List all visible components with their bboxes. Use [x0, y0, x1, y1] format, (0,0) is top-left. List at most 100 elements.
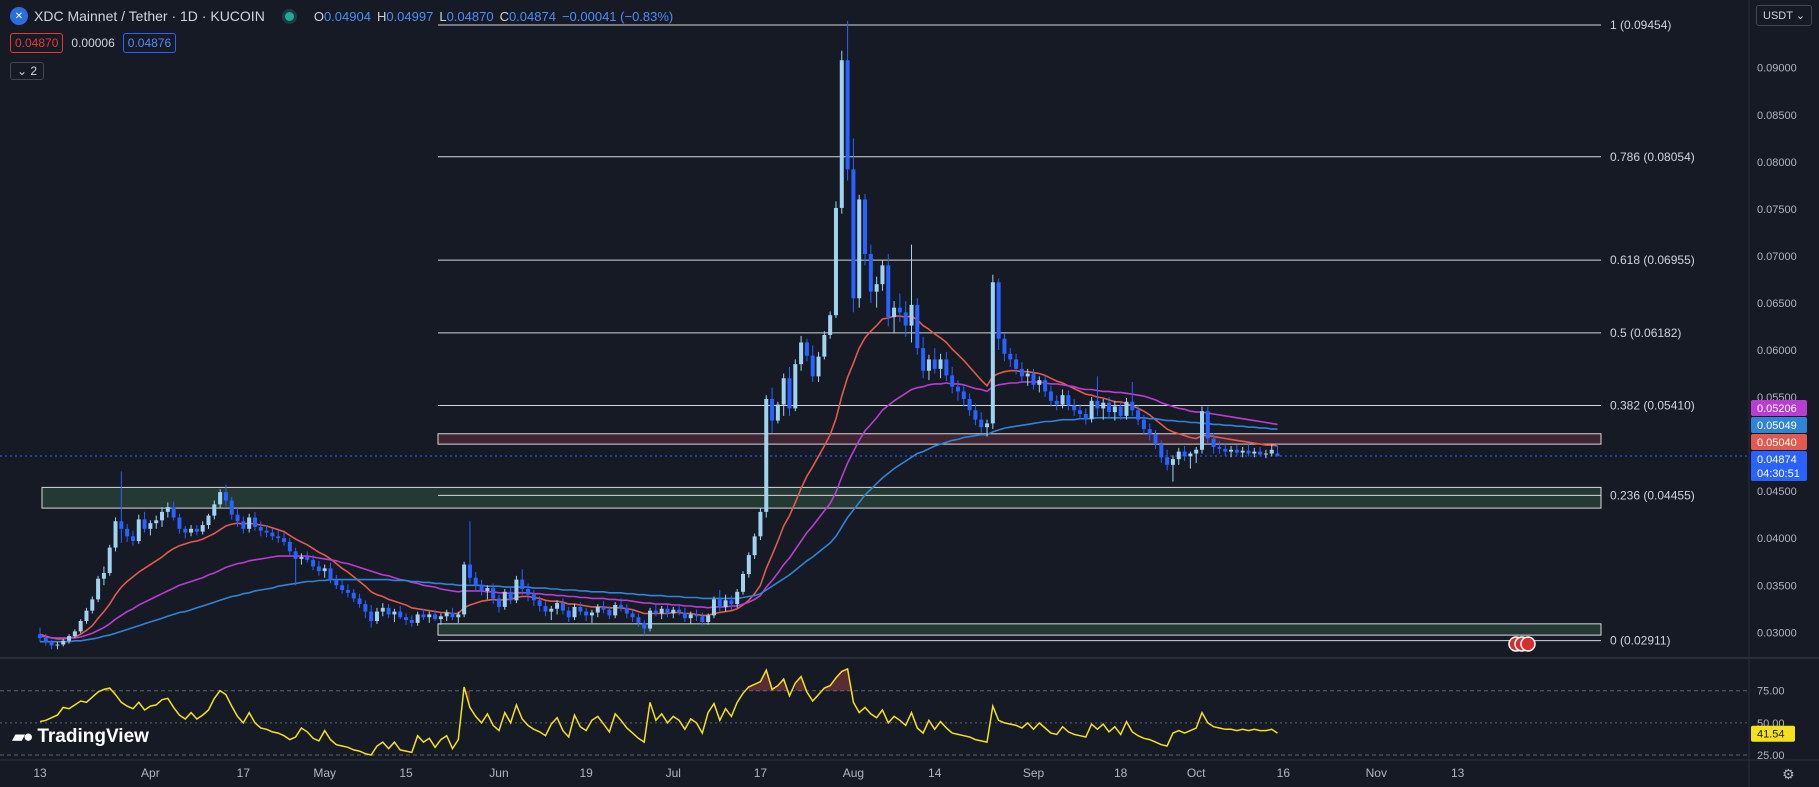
candle	[636, 617, 641, 623]
candle	[340, 585, 345, 590]
time-tick-label: Nov	[1366, 766, 1387, 780]
symbol-title[interactable]: XDC Mainnet / Tether · 1D · KUCOIN	[34, 8, 265, 24]
candle	[218, 492, 223, 505]
candle	[1025, 373, 1030, 377]
low-value: 0.04870	[446, 8, 494, 24]
candle	[148, 523, 153, 529]
candle	[1188, 453, 1193, 457]
candle	[566, 610, 571, 618]
candle	[886, 265, 891, 318]
price-tick-label: 0.07000	[1757, 251, 1797, 263]
candle	[741, 573, 746, 592]
candle	[1223, 448, 1228, 452]
candle	[822, 334, 827, 357]
candle	[1240, 450, 1245, 453]
candle	[1107, 402, 1112, 413]
candle	[967, 398, 972, 411]
candle	[171, 507, 176, 518]
candle	[1269, 449, 1274, 454]
moving-average-line	[40, 417, 1278, 643]
candle	[717, 599, 722, 607]
price-tag-label: 0.05049	[1757, 420, 1797, 432]
candle	[160, 511, 165, 521]
candle	[1182, 451, 1187, 457]
time-tick-label: May	[313, 766, 336, 780]
currency-select[interactable]: USDT ⌄	[1756, 5, 1813, 26]
candle	[1194, 449, 1199, 454]
candle	[1147, 429, 1152, 435]
candle	[1008, 353, 1013, 360]
candle	[1200, 411, 1204, 450]
candle	[624, 607, 629, 614]
candle	[973, 410, 978, 420]
candle	[142, 519, 147, 529]
time-tick-label: 17	[754, 766, 768, 780]
xdc-coin-icon: ✕	[10, 7, 28, 25]
time-tick-label: Aug	[843, 766, 864, 780]
market-open-icon	[284, 11, 294, 21]
time-tick-label: 16	[1277, 766, 1291, 780]
candle	[543, 605, 548, 612]
time-tick-label: Apr	[141, 766, 160, 780]
candle	[1153, 434, 1158, 445]
candle	[1141, 419, 1146, 430]
candle	[438, 616, 443, 620]
rsi-value-tag	[1751, 725, 1795, 742]
candle	[1205, 411, 1210, 439]
candle	[746, 555, 751, 574]
candle	[136, 519, 141, 542]
candle	[938, 359, 943, 369]
candle	[1060, 395, 1065, 405]
candle	[601, 606, 606, 610]
candle	[38, 634, 42, 638]
candle	[67, 636, 72, 641]
indicators-toggle[interactable]: ⌄ 2	[10, 62, 45, 80]
candle	[386, 607, 391, 615]
candle	[1176, 451, 1181, 460]
candle	[241, 521, 246, 529]
candle	[648, 610, 653, 629]
candle	[880, 265, 885, 285]
candle	[770, 398, 775, 421]
candle	[508, 591, 513, 601]
rsi-tick-label: 75.00	[1757, 686, 1785, 698]
candle	[1159, 444, 1164, 458]
candle	[1019, 368, 1024, 377]
price-tick-label: 0.04500	[1757, 486, 1797, 498]
candle	[101, 573, 106, 579]
candle	[252, 517, 257, 527]
candle	[589, 612, 594, 616]
sell-price-button[interactable]: 0.04870	[10, 33, 64, 53]
candle	[775, 404, 780, 421]
price-tick-label: 0.09000	[1757, 63, 1797, 75]
candle	[642, 622, 647, 629]
gear-icon[interactable]: ⚙	[1782, 766, 1795, 782]
candle	[107, 547, 112, 574]
candle	[659, 608, 664, 614]
candle	[1048, 391, 1053, 401]
rsi-line	[39, 667, 1278, 756]
time-tick-label: 15	[399, 766, 413, 780]
time-tick-label: Jun	[489, 766, 508, 780]
candle	[526, 589, 531, 595]
time-tick-label: Oct	[1187, 766, 1206, 780]
price-tag-label: 0.05040	[1757, 437, 1797, 449]
candle	[305, 557, 310, 560]
candle	[258, 526, 263, 531]
moving-average-line	[39, 315, 1278, 640]
time-tick-label: 13	[1451, 766, 1465, 780]
buy-price-button[interactable]: 0.04876	[122, 33, 177, 53]
moving-average-line	[39, 381, 1278, 639]
candle	[665, 608, 670, 614]
candle	[1066, 395, 1071, 406]
price-tag	[1751, 417, 1807, 433]
candle	[688, 614, 693, 619]
candle	[1252, 451, 1257, 454]
candle	[299, 557, 304, 559]
candle	[955, 386, 960, 392]
candle	[1229, 449, 1234, 452]
candle	[1246, 450, 1251, 454]
candle	[1002, 338, 1007, 354]
indicator-count: 2	[30, 64, 38, 78]
